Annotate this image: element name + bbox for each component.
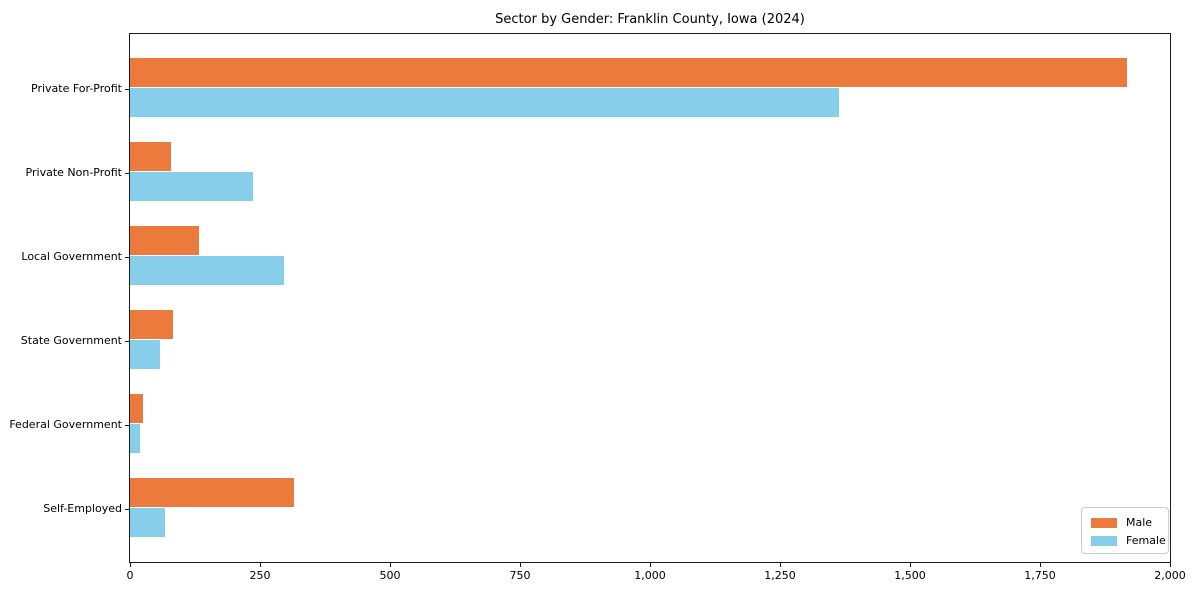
bar-female-private-for-profit [130, 88, 840, 117]
y-axis-tick [125, 425, 129, 426]
legend: Male Female [1081, 507, 1169, 554]
bar-male-self-employed [130, 478, 295, 507]
legend-label-female: Female [1126, 534, 1166, 547]
bar-female-local-government [130, 256, 285, 285]
plot-area [129, 33, 1171, 563]
y-axis-label-self-employed: Self-Employed [43, 502, 122, 515]
y-axis-label-private-non-profit: Private Non-Profit [25, 166, 122, 179]
bar-male-federal-government [130, 394, 143, 423]
x-axis-tick [1170, 563, 1171, 567]
x-axis-tick [780, 563, 781, 567]
x-axis-label-0: 0 [126, 569, 134, 582]
y-axis-label-state-government: State Government [20, 334, 122, 347]
x-axis-label-1000: 1,000 [634, 569, 666, 582]
x-axis-tick [130, 563, 131, 567]
y-axis-tick [125, 173, 129, 174]
x-axis-label-750: 750 [509, 569, 531, 582]
legend-item-female: Female [1091, 533, 1168, 548]
x-axis-label-1250: 1,250 [764, 569, 796, 582]
y-axis-tick [125, 341, 129, 342]
legend-item-male: Male [1091, 515, 1168, 530]
y-axis-label-local-government: Local Government [21, 250, 122, 263]
y-axis-label-private-for-profit: Private For-Profit [31, 82, 122, 95]
x-axis-tick [260, 563, 261, 567]
bar-female-private-non-profit [130, 172, 254, 201]
chart-title: Sector by Gender: Franklin County, Iowa … [495, 12, 805, 27]
y-axis-tick [125, 89, 129, 90]
x-axis-label-250: 250 [249, 569, 271, 582]
bar-male-local-government [130, 226, 200, 255]
legend-label-male: Male [1126, 516, 1153, 529]
x-axis-tick [390, 563, 391, 567]
y-axis-tick [125, 509, 129, 510]
x-axis-label-500: 500 [379, 569, 401, 582]
x-axis-tick [1040, 563, 1041, 567]
x-axis-tick [520, 563, 521, 567]
male-color-swatch [1091, 517, 1117, 528]
bar-male-private-for-profit [130, 58, 1127, 87]
y-axis-tick [125, 257, 129, 258]
female-color-swatch [1091, 535, 1117, 546]
x-axis-label-1750: 1,750 [1024, 569, 1056, 582]
x-axis-label-2000: 2,000 [1154, 569, 1186, 582]
bar-female-state-government [130, 340, 160, 369]
bar-male-state-government [130, 310, 173, 339]
bar-male-private-non-profit [130, 142, 172, 171]
x-axis-tick [910, 563, 911, 567]
y-axis-label-federal-government: Federal Government [9, 418, 122, 431]
x-axis-tick [650, 563, 651, 567]
x-axis-label-1500: 1,500 [894, 569, 926, 582]
bar-female-federal-government [130, 424, 141, 453]
bar-female-self-employed [130, 508, 165, 537]
